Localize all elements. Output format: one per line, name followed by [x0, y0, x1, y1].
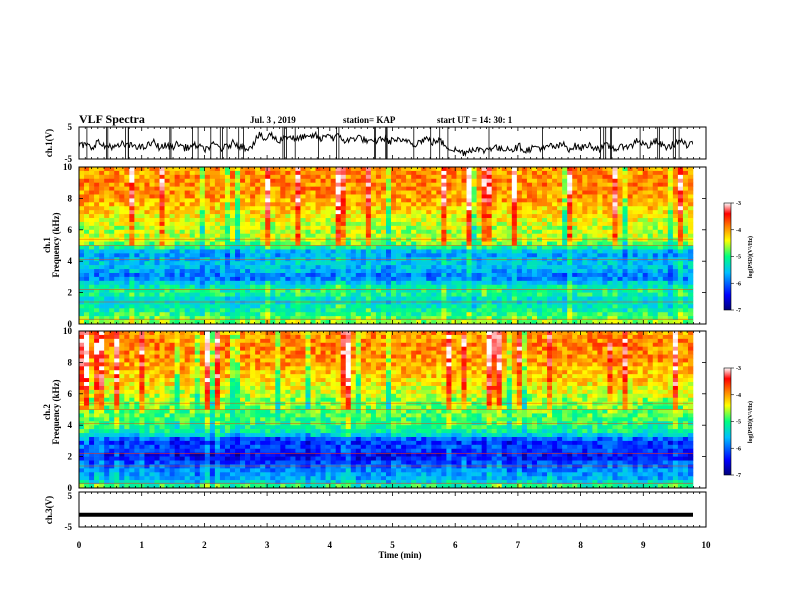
y-tick-label: 10: [63, 162, 73, 172]
y-tick-label: 8: [68, 357, 73, 367]
colorbar-tick-label: -7: [736, 473, 741, 479]
colorbar-tick-label: -7: [736, 308, 741, 314]
ch3-ytick-bottom: -5: [65, 522, 73, 532]
date-label: Jul. 3 , 2019: [250, 115, 296, 125]
ch2-spectrogram-image: [79, 331, 693, 488]
start-time-label: start UT = 14: 30: 1: [437, 115, 513, 125]
x-tick-label: 9: [641, 540, 646, 550]
x-tick-label: 5: [390, 540, 395, 550]
x-tick-label: 3: [265, 540, 270, 550]
colorbar-tick-label: -6: [736, 446, 741, 452]
x-tick-label: 1: [139, 540, 144, 550]
station-label: station= KAP: [343, 115, 396, 125]
ch2-spectrogram-ylabel-frequency: Frequency (kHz): [51, 379, 61, 444]
colorbar-tick-label: -6: [736, 281, 741, 287]
x-tick-label: 4: [328, 540, 333, 550]
ch1-waveform-panel: 5 -5 ch.1(V): [44, 122, 706, 164]
figure-title: VLF Spectra: [79, 112, 145, 126]
ch3-waveform-panel: 5 -5 ch.3(V): [44, 491, 706, 532]
ch1-x-ticks: [79, 127, 706, 159]
y-tick-label: 4: [68, 420, 73, 430]
ch2-colorbar-ticks: -3 -4 -5 -6 -7: [731, 366, 741, 479]
ch1-colorbar: -3 -4 -5 -6 -7 log(PSD)(V²/Hz): [724, 201, 754, 314]
ch2-colorbar-gradient: [724, 368, 731, 475]
ch1-colorbar-ticks: -3 -4 -5 -6 -7: [731, 201, 741, 314]
x-tick-label: 6: [453, 540, 458, 550]
ch3-waveform-frame: [79, 492, 706, 527]
y-tick-label: 10: [63, 326, 73, 336]
ch2-colorbar-label: log(PSD)(V²/Hz): [747, 401, 754, 443]
ch1-waveform-ylabel: ch.1(V): [44, 129, 54, 157]
y-tick-label: 2: [68, 288, 73, 298]
x-tick-label: 2: [202, 540, 207, 550]
colorbar-tick-label: -4: [736, 393, 741, 399]
ch3-x-ticks: [79, 492, 706, 527]
ch3-ytick-top: 5: [68, 491, 73, 501]
x-tick-label: 7: [516, 540, 521, 550]
x-tick-label: 10: [702, 540, 712, 550]
colorbar-tick-label: -3: [736, 366, 741, 372]
ch1-colorbar-gradient: [724, 203, 731, 310]
colorbar-tick-label: -5: [736, 420, 741, 426]
y-tick-label: 6: [68, 389, 73, 399]
x-tick-label: 8: [578, 540, 583, 550]
ch1-spectrogram-image: [79, 167, 693, 324]
colorbar-tick-label: -5: [736, 255, 741, 261]
ch2-colorbar: -3 -4 -5 -6 -7 log(PSD)(V²/Hz): [724, 366, 754, 479]
ch1-colorbar-label: log(PSD)(V²/Hz): [747, 236, 754, 278]
x-axis-tick-labels: 0 1 2 3 4 5 6 7 8 9 10: [77, 540, 711, 550]
y-tick-label: 6: [68, 225, 73, 235]
ch3-waveform-ylabel: ch.3(V): [44, 496, 54, 524]
y-tick-label: 8: [68, 193, 73, 203]
y-tick-label: 2: [68, 452, 73, 462]
vlf-spectra-figure: VLF Spectra Jul. 3 , 2019 station= KAP s…: [0, 0, 792, 612]
ch1-ytick-top: 5: [68, 122, 73, 132]
ch1-waveform-plot: [79, 127, 693, 159]
x-tick-label: 0: [77, 540, 82, 550]
ch1-spectrogram-ylabel-frequency: Frequency (kHz): [51, 212, 61, 277]
colorbar-tick-label: -4: [736, 228, 741, 234]
colorbar-tick-label: -3: [736, 201, 741, 207]
ch1-waveform-frame: [79, 127, 706, 159]
y-tick-label: 4: [68, 256, 73, 266]
x-axis-label: Time (min): [378, 550, 421, 560]
